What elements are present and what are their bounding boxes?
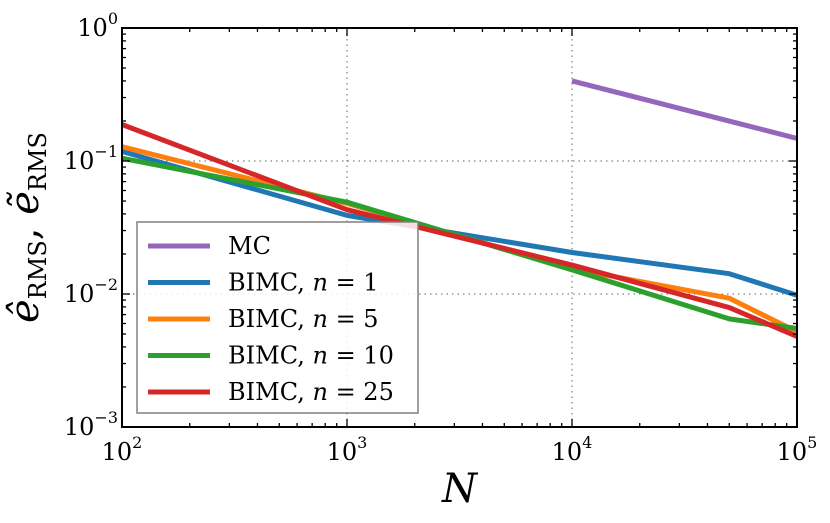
legend-label-var: n [312,342,327,370]
y-tick-base: 10 [77,14,108,42]
y-tick-base: 10 [64,413,95,441]
legend-label-prefix: MC [228,232,271,260]
legend-entry: BIMC, n = 1 [148,269,379,297]
x-tick-exponent: 2 [132,433,142,452]
series-line-1 [121,148,798,298]
legend-label-value: = 25 [328,378,394,406]
x-tick-base: 10 [552,438,583,466]
legend-entry: BIMC, n = 5 [148,305,379,333]
x-tick-label: 104 [552,433,593,466]
y-tick-exponent: −1 [94,142,118,161]
x-tick-base: 10 [102,438,133,466]
y-tick-label: 10−3 [64,408,118,441]
x-axis-title: N [441,466,479,512]
legend-label: BIMC, n = 10 [228,342,394,370]
y-tick-label: 10−1 [64,142,118,175]
legend-label: MC [228,232,271,260]
legend-label-value: = 1 [328,269,379,297]
legend-label-var: n [312,305,327,333]
y-title-second-sub: RMS [24,132,52,191]
legend-label-prefix: BIMC, [228,269,312,297]
y-title-first-base: ê [2,299,48,323]
legend-label-prefix: BIMC, [228,342,312,370]
x-tick-base: 10 [777,438,808,466]
y-axis-title: êRMS, ẽRMS [2,132,52,323]
series-line-3 [121,155,798,331]
y-tick-exponent: −2 [94,275,118,294]
y-tick-label: 10−2 [64,275,118,308]
plot-frame [121,27,798,428]
x-tick-exponent: 3 [357,433,367,452]
y-title-separator: , [2,215,48,240]
legend-label: BIMC, n = 5 [228,305,379,333]
legend-label: BIMC, n = 1 [228,269,379,297]
x-tick-exponent: 4 [582,433,592,452]
y-tick-exponent: −3 [94,408,118,427]
x-tick-exponent: 5 [807,433,817,452]
x-tick-label: 102 [102,433,143,466]
legend-label: BIMC, n = 25 [228,378,394,406]
y-tick-base: 10 [64,147,95,175]
legend-label-var: n [312,378,327,406]
y-title-first-sub: RMS [24,240,52,299]
legend-label-value: = 5 [328,305,379,333]
series-line-0 [571,78,798,141]
y-tick-base: 10 [64,280,95,308]
series-line-4 [121,122,798,339]
legend-label-var: n [312,269,327,297]
legend-label-prefix: BIMC, [228,378,312,406]
y-title-second-base: ẽ [2,191,48,215]
legend-label-value: = 10 [328,342,394,370]
y-tick-exponent: 0 [108,9,118,28]
y-tick-label: 100 [77,9,118,42]
x-tick-base: 10 [327,438,358,466]
series-lines [121,78,799,339]
legend-label-prefix: BIMC, [228,305,312,333]
legend-entry: BIMC, n = 10 [148,342,394,370]
legend-entry: BIMC, n = 25 [148,378,394,406]
legend-entry: MC [148,232,271,260]
x-tick-label: 105 [777,433,818,466]
x-tick-label: 103 [327,433,368,466]
